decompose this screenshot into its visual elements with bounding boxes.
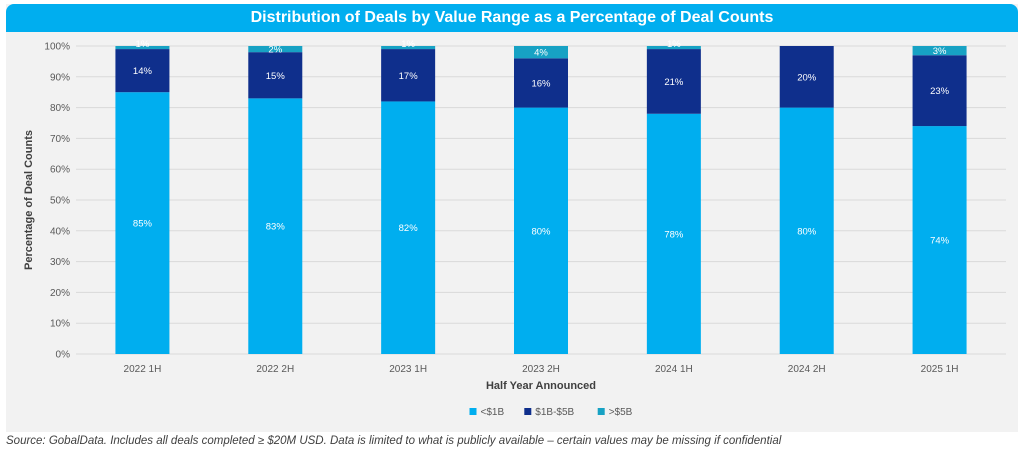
y-tick-label: 60% [50,165,70,176]
y-axis-title: Percentage of Deal Counts [23,130,35,270]
bar-segment [115,49,170,93]
bars [115,46,967,354]
y-tick-label: 30% [50,257,70,268]
data-label: 1% [667,39,681,50]
y-tick-label: 80% [50,103,70,114]
data-label: 3% [933,46,947,57]
data-labels: 85% 14% 1% 83% 15% 2% 82% 17% 1% 80% 16% 4% 78% 21% 1%… [133,39,950,247]
data-label: 1% [136,39,150,50]
legend-swatch [524,408,532,415]
x-axis-title: Half Year Announced [486,380,596,392]
data-label: 14% [133,66,153,77]
data-label: 78% [664,229,684,240]
y-tick-label: 20% [50,288,70,299]
bar-segment [779,46,834,108]
data-label: 4% [534,48,548,59]
data-label: 82% [399,223,419,234]
bar-segment [248,46,303,53]
bar-segment [381,101,436,354]
data-label: 17% [399,71,419,82]
legend-swatch [469,408,477,415]
bar-segment [912,126,967,354]
y-tick-label: 100% [44,42,70,53]
legend: <$1B $1B-$5B >$5B [469,407,633,418]
y-tick-label: 70% [50,134,70,145]
bar-segment [646,113,701,354]
bar-segment [248,52,303,99]
data-label: 83% [266,222,286,233]
data-label: 80% [797,226,817,237]
chart-frame: Distribution of Deals by Value Range as … [6,4,1018,432]
data-label: 80% [531,226,551,237]
y-axis-ticks: 0% 10% 20% 30% 40% 50% 60% 70% 80% 90% 100% [44,42,70,361]
bar-segment [248,98,303,354]
bar-segment [115,46,170,50]
x-tick-label: 2023 2H [522,364,560,375]
data-label: 15% [266,71,286,82]
bar-segment [381,46,436,50]
bar-segment [779,107,834,354]
bar-segment [115,92,170,354]
y-tick-label: 40% [50,226,70,237]
x-tick-label: 2022 1H [124,364,162,375]
x-tick-label: 2023 1H [389,364,427,375]
data-label: 21% [664,77,684,88]
bar-segment [912,46,967,56]
bar-segment [381,49,436,102]
stacked-bar-chart: 0% 10% 20% 30% 40% 50% 60% 70% 80% 90% 100% 85% 14%… [23,39,1006,418]
data-label: 85% [133,219,153,230]
bar-segment [912,55,967,127]
legend-label: >$5B [609,407,633,418]
legend-swatch [597,408,605,415]
y-tick-label: 50% [50,196,70,207]
x-tick-label: 2024 1H [655,364,693,375]
bar-segment [514,46,568,59]
bar-segment [646,46,701,50]
data-label: 23% [930,86,950,97]
data-label: 16% [531,78,551,89]
bar-segment [514,58,568,108]
x-tick-label: 2022 2H [256,364,294,375]
source-note: Source: GobalData. Includes all deals co… [6,435,782,447]
y-tick-label: 90% [50,72,70,83]
y-tick-label: 0% [56,350,71,361]
legend-label: <$1B [481,407,505,418]
x-tick-label: 2025 1H [921,364,959,375]
data-label: 1% [401,39,415,50]
y-tick-label: 10% [50,319,70,330]
chart-title: Distribution of Deals by Value Range as … [6,4,1018,32]
data-label: 20% [797,72,817,83]
bar-segment [646,49,701,114]
x-axis-ticks: 2022 1H 2022 2H 2023 1H 2023 2H 2024 1H 2024 … [124,364,959,375]
bar-segment [514,107,568,354]
legend-label: $1B-$5B [535,407,574,418]
x-tick-label: 2024 2H [788,364,826,375]
data-label: 2% [268,45,282,56]
data-label: 74% [930,236,950,247]
